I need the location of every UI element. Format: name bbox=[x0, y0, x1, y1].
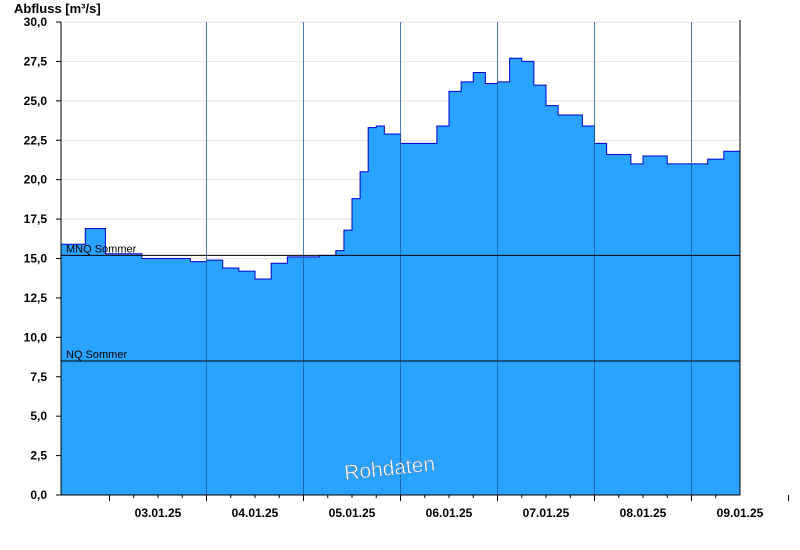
y-tick-label: 10,0 bbox=[24, 330, 48, 344]
y-tick-label: 7,5 bbox=[30, 370, 47, 384]
x-tick-label: 07.01.25 bbox=[523, 506, 570, 520]
y-tick-label: 25,0 bbox=[24, 94, 48, 108]
axes bbox=[56, 20, 789, 501]
x-tick-label: 05.01.25 bbox=[329, 506, 376, 520]
x-tick-label: 08.01.25 bbox=[620, 506, 667, 520]
x-tick-label: 04.01.25 bbox=[232, 506, 279, 520]
x-tick-label: 09.01.25 bbox=[717, 506, 764, 520]
x-tick-label: 06.01.25 bbox=[426, 506, 473, 520]
x-tick-label: 03.01.25 bbox=[135, 506, 182, 520]
y-tick-label: 20,0 bbox=[24, 173, 48, 187]
y-tick-label: 30,0 bbox=[24, 15, 48, 29]
y-tick-label: 22,5 bbox=[24, 133, 48, 147]
y-tick-label: 27,5 bbox=[24, 54, 48, 68]
y-axis-title: Abfluss [m³/s] bbox=[14, 1, 101, 16]
y-tick-label: 15,0 bbox=[24, 252, 48, 266]
y-tick-label: 2,5 bbox=[30, 449, 47, 463]
y-tick-label: 12,5 bbox=[24, 291, 48, 305]
day-grid-layer bbox=[206, 22, 692, 495]
tick-labels: 0,0 2,5 5,0 7,5 10,0 12,5 15,0 17,5 20,0 22,5 25,0… bbox=[24, 15, 764, 520]
y-tick-label: 5,0 bbox=[30, 409, 47, 423]
y-tick-label: 0,0 bbox=[30, 488, 47, 502]
reference-line-label: MNQ Sommer bbox=[66, 243, 137, 255]
y-tick-label: 17,5 bbox=[24, 212, 48, 226]
reference-line-label: NQ Sommer bbox=[66, 349, 127, 361]
reference-lines: MNQ Sommer NQ Sommer bbox=[61, 243, 740, 362]
